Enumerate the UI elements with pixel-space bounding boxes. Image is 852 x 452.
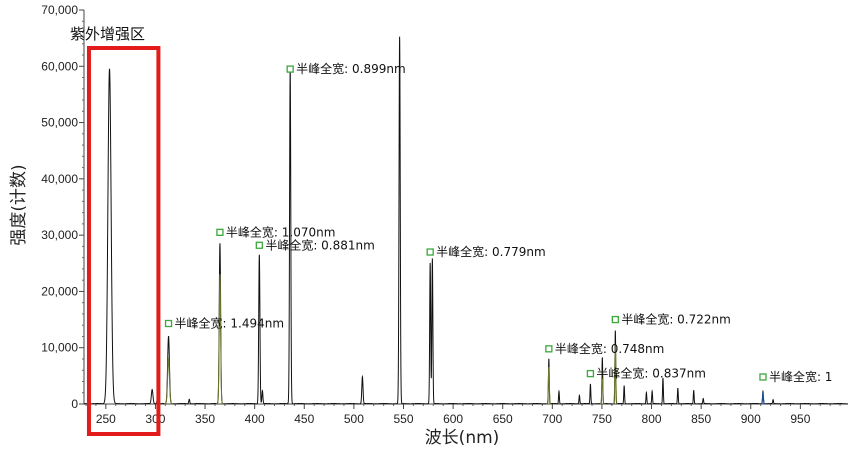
fwhm-marker	[586, 369, 595, 378]
series-peak	[760, 392, 766, 405]
fwhm-label: 半峰全宽: 0.779nm	[436, 244, 546, 259]
fwhm-label: 半峰全宽: 0.748nm	[555, 341, 665, 356]
x-tick-label: 500	[344, 412, 364, 426]
fwhm-label: 半峰全宽: 0.899nm	[296, 61, 406, 76]
x-axis-title: 波长(nm)	[425, 428, 500, 448]
fwhm-label: 半峰全宽: 0.837nm	[596, 366, 706, 381]
x-tick-label: 250	[96, 412, 116, 426]
x-tick-label: 550	[393, 412, 413, 426]
region-label: 紫外增强区	[70, 25, 145, 43]
fwhm-marker	[611, 315, 619, 324]
y-tick-label: 40,000	[41, 172, 78, 186]
x-tick-label: 900	[741, 412, 761, 426]
x-tick-label: 950	[790, 412, 810, 426]
y-axis-title: 强度(计数)	[9, 164, 29, 245]
y-tick-label: 30,000	[41, 228, 78, 242]
axes: 0 10,000 20,000 30,000 40,000 50,000 60,000 70,…	[41, 3, 848, 426]
x-tick-label: 800	[642, 412, 662, 426]
series-peak	[216, 274, 224, 405]
x-tick-label: 600	[443, 412, 463, 426]
fwhm-label: 半峰全宽: 1.494nm	[175, 316, 285, 331]
series-group	[83, 36, 848, 405]
series-peak	[164, 357, 173, 405]
series-peak	[612, 344, 618, 405]
fwhm-label: 半峰全宽: 0.722nm	[621, 312, 731, 327]
fwhm-label: 半峰全宽: 1	[769, 369, 833, 384]
series-line	[83, 36, 848, 405]
x-tick-label: 650	[493, 412, 513, 426]
fwhm-label: 半峰全宽: 0.881nm	[265, 237, 375, 252]
x-tick-label: 400	[245, 412, 265, 426]
fwhm-marker	[759, 373, 767, 381]
fwhm-marker	[426, 248, 434, 256]
y-tick-label: 10,000	[41, 341, 78, 355]
x-tick-label: 450	[294, 412, 314, 426]
fwhm-marker	[164, 319, 173, 328]
fwhm-marker	[545, 345, 553, 353]
y-tick-label: 60,000	[41, 59, 78, 73]
fwhm-label: 半峰全宽: 1.070nm	[226, 224, 336, 239]
x-tick-label: 850	[691, 412, 711, 426]
fwhm-marker	[216, 228, 224, 236]
y-tick-label: 50,000	[41, 116, 78, 130]
y-tick-label: 20,000	[41, 284, 78, 298]
series-peak	[546, 367, 552, 405]
x-tick-label: 750	[592, 412, 612, 426]
x-tick-label: 700	[542, 412, 562, 426]
fwhm-marker	[255, 241, 263, 249]
region-box	[86, 46, 161, 436]
y-tick-label: 0	[71, 397, 78, 411]
y-tick-label: 70,000	[41, 3, 78, 17]
x-tick-label: 350	[195, 412, 215, 426]
x-tick-label: 300	[145, 412, 165, 426]
series-peak	[599, 369, 605, 405]
uv-region	[86, 46, 161, 436]
fwhm-marker	[286, 65, 294, 73]
